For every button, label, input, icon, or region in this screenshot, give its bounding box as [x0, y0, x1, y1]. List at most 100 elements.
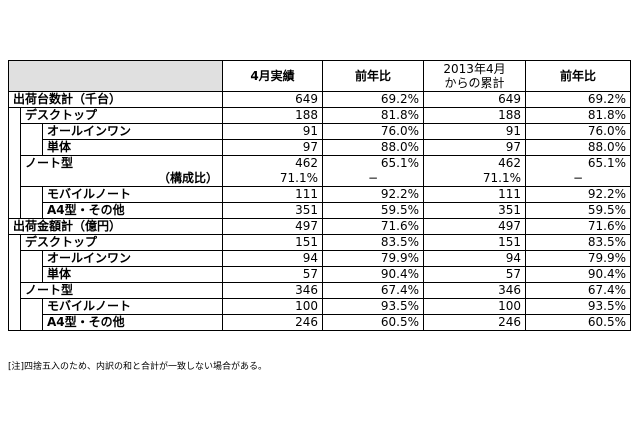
cell-value: 76.0% — [322, 123, 424, 140]
row-label: オールインワン — [42, 250, 223, 267]
cell-value: 71.1% — [423, 171, 526, 187]
cell-value: 94 — [423, 250, 526, 267]
header-yoy: 前年比 — [322, 60, 424, 92]
table-row: ノート型 346 67.4% 346 67.4% — [8, 282, 631, 299]
indent-cell — [20, 266, 43, 283]
cell-value: 649 — [423, 91, 526, 108]
row-label: デスクトップ — [20, 107, 223, 124]
cell-value: 81.8% — [322, 107, 424, 124]
row-label: 単体 — [42, 139, 223, 156]
cell-value: 88.0% — [322, 139, 424, 156]
table-row: モバイルノート 111 92.2% 111 92.2% — [8, 186, 631, 203]
cell-value: 93.5% — [525, 298, 631, 315]
cell-value: 100 — [222, 298, 323, 315]
pc-shipment-table: 4月実績 前年比 2013年4月 からの累計 前年比 出荷台数計（千台） 649… — [8, 60, 631, 331]
row-label: ノート型 — [20, 155, 223, 171]
cell-value: − — [322, 171, 424, 187]
cell-value: 88.0% — [525, 139, 631, 156]
indent-cell — [8, 298, 21, 315]
row-label: 出荷台数計（千台） — [8, 91, 223, 108]
table-row: オールインワン 91 76.0% 91 76.0% — [8, 123, 631, 140]
cell-value: 60.5% — [322, 314, 424, 331]
indent-cell — [8, 186, 21, 203]
header-row: 4月実績 前年比 2013年4月 からの累計 前年比 — [8, 60, 631, 92]
header-yoy-cumulative: 前年比 — [525, 60, 631, 92]
header-cumulative-line1: 2013年4月 — [443, 62, 506, 76]
cell-value: 94 — [222, 250, 323, 267]
indent-cell — [8, 250, 21, 267]
cell-value: 69.2% — [525, 91, 631, 108]
table-row: モバイルノート 100 93.5% 100 93.5% — [8, 298, 631, 315]
indent-cell — [8, 107, 21, 124]
cell-value: 71.6% — [322, 218, 424, 235]
cell-value: 346 — [423, 282, 526, 299]
row-label: A4型・その他 — [42, 202, 223, 219]
cell-value: 497 — [222, 218, 323, 235]
indent-cell — [20, 250, 43, 267]
cell-value: 97 — [222, 139, 323, 156]
cell-value: 462 — [222, 155, 323, 171]
cell-value: 57 — [423, 266, 526, 283]
cell-value: 93.5% — [322, 298, 424, 315]
indent-cell — [8, 266, 21, 283]
table-row: 出荷金額計（億円） 497 71.6% 497 71.6% — [8, 218, 631, 235]
cell-value: 59.5% — [322, 202, 424, 219]
cell-value: 92.2% — [322, 186, 424, 203]
header-cumulative-line2: からの累計 — [444, 76, 505, 90]
row-label: モバイルノート — [42, 298, 223, 315]
table-row: 単体 57 90.4% 57 90.4% — [8, 266, 631, 283]
row-label: モバイルノート — [42, 186, 223, 203]
cell-value: 71.6% — [525, 218, 631, 235]
row-label: オールインワン — [42, 123, 223, 140]
cell-value: 346 — [222, 282, 323, 299]
table-row: デスクトップ 151 83.5% 151 83.5% — [8, 234, 631, 251]
indent-cell — [8, 171, 21, 187]
cell-value: 91 — [222, 123, 323, 140]
cell-value: 76.0% — [525, 123, 631, 140]
table-row: （構成比） 71.1% − 71.1% − — [8, 171, 631, 187]
cell-value: 188 — [423, 107, 526, 124]
indent-cell — [8, 139, 21, 156]
cell-value: 91 — [423, 123, 526, 140]
cell-value: 65.1% — [525, 155, 631, 171]
cell-value: 57 — [222, 266, 323, 283]
cell-value: 497 — [423, 218, 526, 235]
table-row: 出荷台数計（千台） 649 69.2% 649 69.2% — [8, 91, 631, 108]
cell-value: 83.5% — [322, 234, 424, 251]
cell-value: 79.9% — [525, 250, 631, 267]
cell-value: 69.2% — [322, 91, 424, 108]
indent-cell — [20, 202, 43, 219]
header-cumulative: 2013年4月 からの累計 — [423, 60, 526, 92]
cell-value: 79.9% — [322, 250, 424, 267]
cell-value: 83.5% — [525, 234, 631, 251]
indent-cell — [8, 155, 21, 171]
cell-value: − — [525, 171, 631, 187]
indent-cell — [8, 314, 21, 331]
row-label: ノート型 — [20, 282, 223, 299]
row-label: デスクトップ — [20, 234, 223, 251]
row-label: （構成比） — [20, 171, 223, 187]
table-row: デスクトップ 188 81.8% 188 81.8% — [8, 107, 631, 124]
row-label: 単体 — [42, 266, 223, 283]
indent-cell — [8, 282, 21, 299]
row-label: A4型・その他 — [42, 314, 223, 331]
cell-value: 71.1% — [222, 171, 323, 187]
cell-value: 151 — [423, 234, 526, 251]
cell-value: 67.4% — [525, 282, 631, 299]
cell-value: 92.2% — [525, 186, 631, 203]
cell-value: 351 — [423, 202, 526, 219]
table-row: A4型・その他 246 60.5% 246 60.5% — [8, 314, 631, 331]
table-row: 単体 97 88.0% 97 88.0% — [8, 139, 631, 156]
cell-value: 649 — [222, 91, 323, 108]
cell-value: 351 — [222, 202, 323, 219]
cell-value: 462 — [423, 155, 526, 171]
indent-cell — [20, 298, 43, 315]
indent-cell — [20, 186, 43, 203]
header-blank-cell — [8, 60, 223, 92]
indent-cell — [20, 314, 43, 331]
cell-value: 188 — [222, 107, 323, 124]
row-label: 出荷金額計（億円） — [8, 218, 223, 235]
cell-value: 59.5% — [525, 202, 631, 219]
cell-value: 90.4% — [525, 266, 631, 283]
cell-value: 67.4% — [322, 282, 424, 299]
